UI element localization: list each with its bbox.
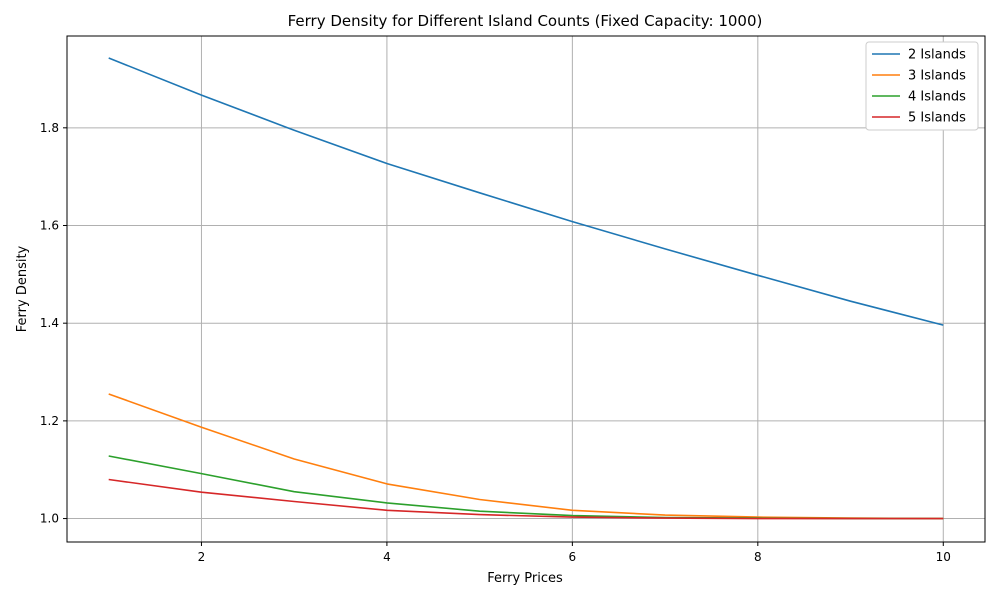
series-line-2-islands	[108, 57, 944, 326]
x-axis-label: Ferry Prices	[487, 571, 563, 586]
series-lines	[108, 57, 944, 520]
x-tick-label: 6	[569, 550, 577, 564]
y-axis-label: Ferry Density	[15, 245, 30, 332]
grid-lines	[67, 36, 985, 542]
legend-entry-label: 3 Islands	[908, 69, 966, 84]
legend-entry-label: 2 Islands	[908, 48, 966, 63]
series-line-5-islands	[108, 478, 944, 520]
series-line-3-islands	[108, 393, 944, 520]
plot-area-frame	[66, 35, 986, 543]
y-tick-label: 1.6	[40, 219, 59, 233]
y-tick-label: 1.0	[40, 512, 59, 526]
y-tick-label: 1.8	[40, 121, 59, 135]
y-tick-label: 1.2	[40, 414, 59, 428]
chart-title: Ferry Density for Different Island Count…	[288, 12, 763, 30]
x-tick-label: 2	[198, 550, 206, 564]
x-tick-label: 4	[383, 550, 391, 564]
legend: 2 Islands 3 Islands 4 Islands 5 Islands	[865, 41, 979, 131]
legend-entry-label: 4 Islands	[908, 90, 966, 105]
x-tick-label: 10	[936, 550, 951, 564]
legend-entry-label: 5 Islands	[908, 111, 966, 126]
legend-box	[865, 41, 979, 131]
y-tick-label: 1.4	[40, 316, 59, 330]
x-tick-label: 8	[754, 550, 762, 564]
series-line-4-islands	[108, 455, 944, 520]
axis-ticks: 2 4 6 8 10 1.0 1.2 1.4 1.6 1.8	[40, 121, 951, 564]
